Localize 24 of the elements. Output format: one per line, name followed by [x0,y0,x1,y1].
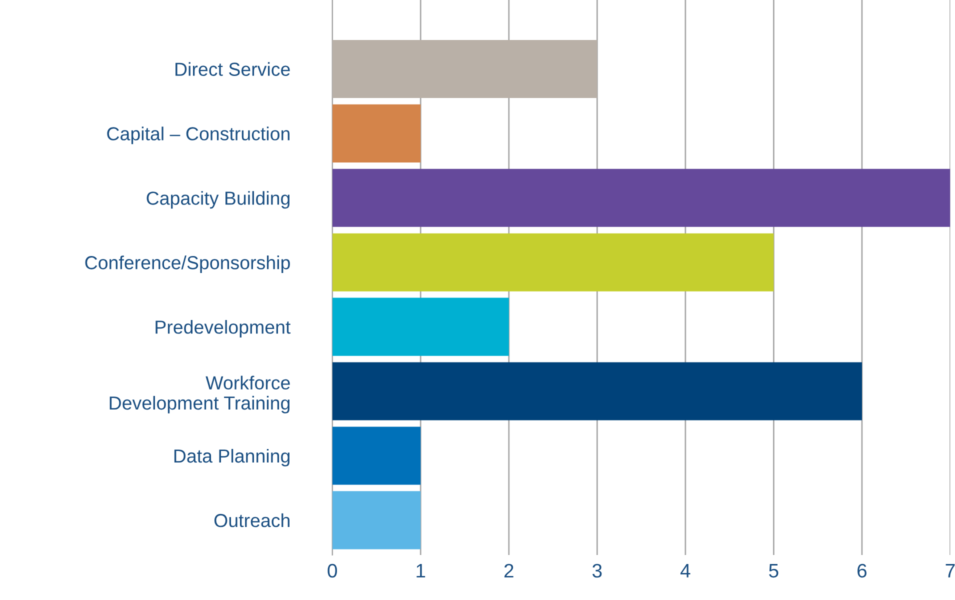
x-tick-label: 5 [769,564,778,578]
y-tick-label: Predevelopment [156,320,291,338]
x-tick-label: 0 [328,564,337,578]
x-tick-label: 6 [858,564,867,578]
y-tick-label: Workforce Development Training [110,376,290,414]
bar [332,168,950,227]
y-tick-label: Direct Service [176,62,290,76]
bar [332,104,421,162]
bar [332,298,509,356]
x-tick-label: 4 [680,564,690,578]
x-tick-label: 7 [946,564,955,578]
bar [332,426,421,485]
x-tick-label: 2 [504,564,514,578]
bar [332,40,598,98]
bar [332,233,774,292]
y-tick-label: Capacity Building [146,191,290,209]
y-tick-label: Capital – Construction [107,126,290,144]
x-tick-label: 1 [416,564,426,578]
bar [332,491,421,550]
y-tick-label: Conference/Sponsorship [85,256,290,274]
y-tick-label: Outreach [214,513,290,528]
bar [332,362,862,420]
y-tick-label: Data Planning [174,448,290,466]
x-tick-label: 3 [592,564,602,578]
